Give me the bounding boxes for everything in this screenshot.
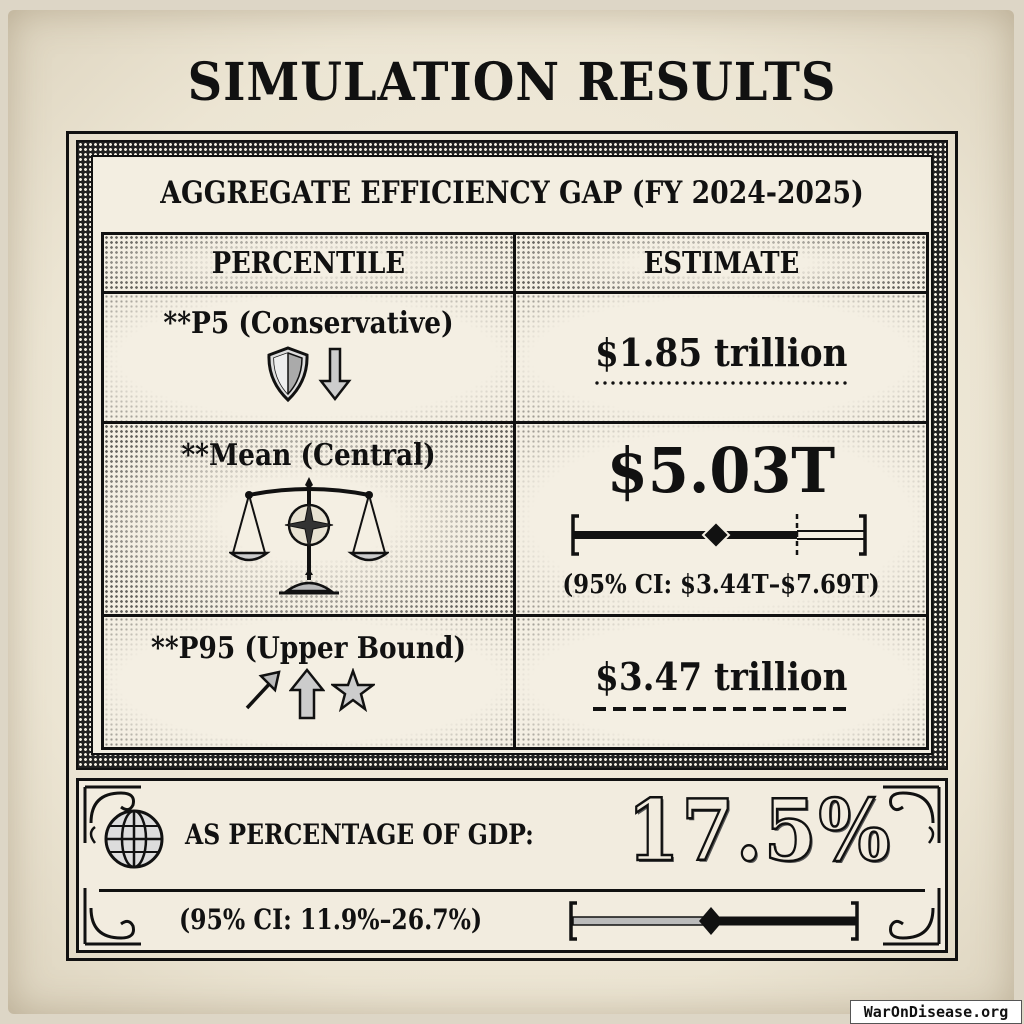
divider: [99, 889, 925, 892]
star-icon: [330, 668, 375, 712]
ornament-corner-icon: [83, 785, 141, 844]
table-row-mean-label: **Mean (Central): [101, 421, 516, 617]
gdp-confidence-interval: (95% CI: 11.9%–26.7%): [179, 903, 483, 936]
header-percentile: PERCENTILE: [101, 232, 516, 294]
table-row-p95-label: **P95 (Upper Bound): [101, 614, 516, 750]
header-estimate-label: ESTIMATE: [643, 245, 799, 281]
shield-icon: [266, 346, 309, 403]
globe-icon: [104, 809, 164, 869]
header-estimate: ESTIMATE: [513, 232, 929, 294]
dotted-underline: [593, 381, 849, 385]
ornament-corner-icon: [883, 888, 941, 946]
row-icons: [104, 668, 513, 720]
mean-confidence-interval: (95% CI: $3.44T–$7.69T): [562, 570, 880, 600]
ornament-corner-icon: [83, 888, 141, 946]
gdp-summary-box: AS PERCENTAGE OF GDP: 17.5% (95% CI: 11.…: [76, 778, 948, 953]
row-icons: [104, 345, 513, 403]
p95-estimate: $3.47 trillion: [594, 653, 848, 699]
watermark: WarOnDisease.org: [850, 1000, 1022, 1024]
table-row-p5-value: $1.85 trillion: [513, 291, 929, 424]
page-title: SIMULATION RESULTS: [187, 52, 837, 113]
arrow-up-right-icon: [245, 670, 281, 710]
table-row-mean-value: $5.03T (95% CI: $3.44T–$7.69T): [513, 421, 929, 617]
arrow-down-icon: [317, 347, 352, 402]
outer-frame: [66, 131, 958, 961]
table-row-p95-value: $3.47 trillion: [513, 614, 929, 750]
row-label: **P5 (Conservative): [163, 306, 454, 341]
results-panel: AGGREGATE EFFICIENCY GAP (FY 2024-2025) …: [91, 155, 933, 755]
row-label: **Mean (Central): [181, 438, 436, 473]
arrow-up-icon: [288, 668, 325, 720]
section-subtitle: AGGREGATE EFFICIENCY GAP (FY 2024-2025): [160, 175, 864, 211]
ornament-corner-icon: [883, 785, 941, 844]
p5-estimate: $1.85 trillion: [594, 330, 848, 375]
gdp-range-bar: [569, 901, 859, 941]
header-percentile-label: PERCENTILE: [211, 245, 406, 281]
confidence-range-bar: [571, 514, 867, 556]
row-icons: [104, 475, 513, 599]
row-label: **P95 (Upper Bound): [151, 631, 466, 666]
gdp-percentage-value: 17.5%: [626, 781, 892, 880]
scales-compass-icon: [228, 477, 389, 595]
dashed-underline: [593, 706, 849, 711]
results-table: PERCENTILE ESTIMATE **P5 (Conservative) …: [101, 232, 929, 750]
mean-estimate: $5.03T: [606, 434, 836, 507]
table-row-p5-label: **P5 (Conservative): [101, 291, 516, 424]
gdp-label: AS PERCENTAGE OF GDP:: [185, 818, 534, 851]
